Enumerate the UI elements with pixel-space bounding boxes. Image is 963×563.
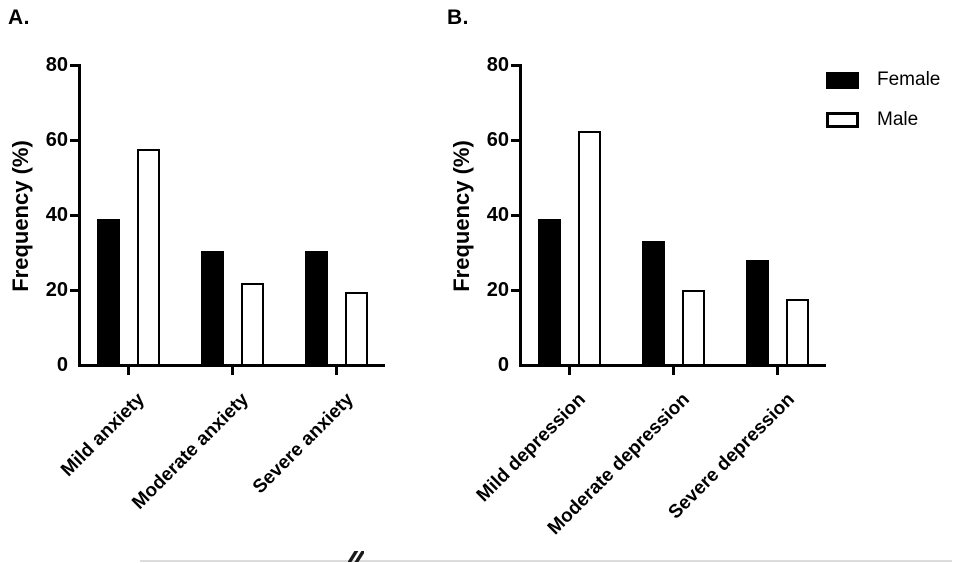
y-tick-label: 20 <box>486 279 509 301</box>
x-tick <box>671 366 675 375</box>
y-tick <box>511 213 519 217</box>
legend-item-female: Female <box>826 68 940 92</box>
legend: Female Male <box>826 68 940 132</box>
y-tick-label: 40 <box>486 204 509 226</box>
y-tick <box>70 138 78 142</box>
cropped-content-edge <box>140 560 952 562</box>
bar-female-mild-depression <box>537 218 561 367</box>
y-tick-label: 80 <box>486 54 509 76</box>
x-axis-line <box>78 363 385 367</box>
legend-item-male: Male <box>826 108 940 132</box>
bar-female-moderate-depression <box>641 241 665 367</box>
y-tick-label: 60 <box>45 129 68 151</box>
y-tick-label: 40 <box>45 204 68 226</box>
y-tick-label: 20 <box>45 279 68 301</box>
y-tick <box>511 288 519 292</box>
legend-label-male: Male <box>877 109 919 130</box>
x-category-label-mild-depression: Mild depression <box>472 389 590 507</box>
panel-a-letter: A. <box>8 6 30 29</box>
x-tick <box>335 366 339 375</box>
x-tick <box>126 366 130 375</box>
bar-male-severe-depression <box>786 299 810 367</box>
y-tick-label: 0 <box>56 354 68 376</box>
y-tick <box>70 63 78 67</box>
panel-b-letter: B. <box>447 6 469 29</box>
y-tick <box>70 213 78 217</box>
male-swatch-icon <box>826 112 859 128</box>
cropped-text-fragment <box>348 551 364 562</box>
x-tick <box>567 366 571 375</box>
y-axis-line <box>78 63 81 367</box>
y-tick <box>70 288 78 292</box>
y-tick <box>511 63 519 67</box>
y-tick <box>511 138 519 142</box>
x-tick <box>230 366 234 375</box>
legend-label-female: Female <box>877 69 941 90</box>
bar-male-mild-depression <box>577 130 601 367</box>
y-tick-label: 0 <box>497 354 509 376</box>
bar-male-moderate-depression <box>681 290 705 367</box>
y-axis-line <box>519 63 522 367</box>
bar-female-severe-depression <box>746 260 770 367</box>
x-tick <box>776 366 780 375</box>
female-swatch-icon <box>826 71 859 89</box>
y-tick-label: 60 <box>486 129 509 151</box>
x-axis-line <box>519 363 826 367</box>
y-tick-label: 80 <box>45 54 68 76</box>
